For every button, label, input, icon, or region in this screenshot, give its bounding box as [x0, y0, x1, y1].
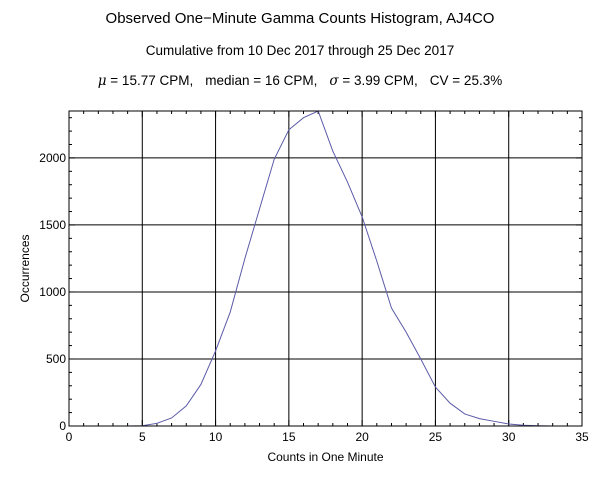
chart-stats: μ = 15.77 CPM, median = 16 CPM, σ = 3.99 C…	[0, 73, 600, 89]
x-tick-label: 25	[429, 430, 443, 444]
y-tick-labels: 0 500 1000 1500 2000	[39, 151, 66, 433]
mean-text: = 15.77 CPM,	[106, 73, 194, 88]
chart-title: Observed One−Minute Gamma Counts Histogr…	[105, 10, 495, 27]
grid-lines	[69, 111, 582, 426]
x-axis-label: Counts in One Minute	[267, 450, 383, 464]
x-tick-labels: 0 5 10 15 20 25 30 35	[66, 430, 589, 444]
sd-text: = 3.99 CPM,	[338, 73, 418, 88]
x-tick-label: 15	[282, 430, 296, 444]
x-tick-label: 5	[139, 430, 146, 444]
median-text: median = 16 CPM,	[205, 73, 318, 88]
chart-subtitle: Cumulative from 10 Dec 2017 through 25 D…	[145, 43, 455, 58]
x-tick-label: 0	[66, 430, 73, 444]
y-tick-label: 1500	[39, 218, 66, 232]
x-tick-label: 30	[502, 430, 516, 444]
x-tick-label: 20	[355, 430, 369, 444]
plot-frame	[68, 110, 583, 427]
x-tick-label: 10	[209, 430, 223, 444]
sd-symbol: σ	[329, 73, 339, 89]
y-tick-label: 500	[46, 352, 66, 366]
y-tick-label: 1000	[39, 285, 66, 299]
y-axis-label: Occurrences	[18, 234, 32, 302]
mean-symbol: μ	[97, 73, 107, 89]
occurrences-series-line	[112, 110, 553, 427]
x-tick-label: 35	[575, 430, 589, 444]
cv-text: CV = 25.3%	[429, 73, 503, 88]
y-tick-label: 2000	[39, 151, 66, 165]
y-tick-label: 0	[59, 419, 66, 433]
